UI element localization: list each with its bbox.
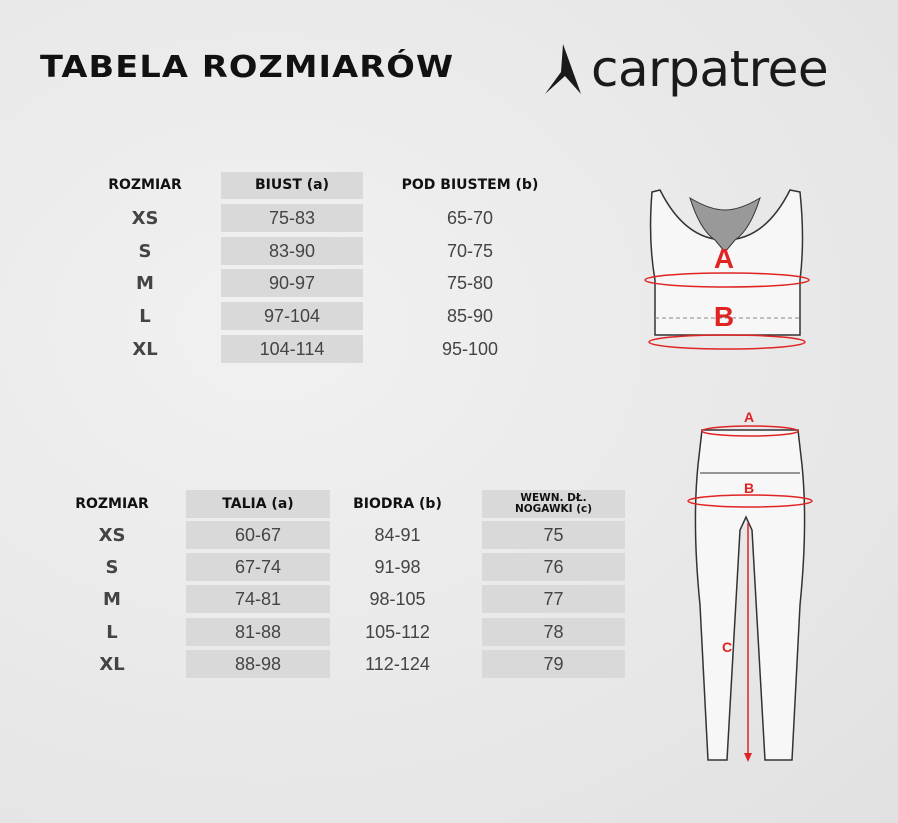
measure-cell: 97-104 bbox=[221, 302, 363, 330]
measure-cell: 76 bbox=[482, 553, 625, 581]
brand-logo: carpatree bbox=[543, 40, 829, 98]
measure-cell: 77 bbox=[482, 585, 625, 613]
measure-cell: 91-98 bbox=[374, 556, 421, 577]
size-label: M bbox=[136, 272, 154, 294]
size-label: XS bbox=[131, 207, 159, 229]
column-header: POD BIUSTEM (b) bbox=[401, 177, 539, 193]
size-label: XS bbox=[98, 524, 126, 546]
label-c: C bbox=[722, 639, 732, 655]
measure-cell: 75-80 bbox=[446, 272, 494, 293]
measure-cell: 79 bbox=[482, 650, 625, 678]
label-b: B bbox=[714, 301, 734, 332]
measure-cell: 88-98 bbox=[186, 650, 330, 678]
sports-bra-illustration: A B bbox=[644, 189, 810, 350]
measure-cell: 104-114 bbox=[221, 335, 363, 363]
size-label: S bbox=[105, 556, 119, 578]
label-b: B bbox=[744, 480, 754, 496]
measure-cell: 112-124 bbox=[365, 653, 430, 674]
measure-cell: 95-100 bbox=[441, 338, 499, 359]
label-a: A bbox=[744, 409, 754, 425]
measure-cell: 98-105 bbox=[369, 588, 426, 609]
size-label: M bbox=[103, 588, 121, 610]
measure-cell: 85-90 bbox=[446, 305, 494, 326]
size-label: S bbox=[138, 240, 152, 262]
leggings-illustration: A B C bbox=[687, 409, 813, 762]
measure-cell: 83-90 bbox=[221, 237, 363, 265]
measure-cell: 67-74 bbox=[186, 553, 330, 581]
measure-cell: 78 bbox=[482, 618, 625, 646]
column-header: BIODRA (b) bbox=[353, 496, 442, 512]
column-header: ROZMIAR bbox=[108, 177, 182, 193]
measure-cell: 105-112 bbox=[365, 621, 430, 642]
measure-cell: 74-81 bbox=[186, 585, 330, 613]
column-header: BIUST (a) bbox=[221, 172, 363, 199]
column-header: TALIA (a) bbox=[186, 490, 330, 518]
size-label: XL bbox=[99, 653, 125, 675]
mountain-logo-icon bbox=[545, 44, 581, 94]
column-header: WEWN. DŁ. NOGAWKI (c) bbox=[482, 490, 625, 518]
label-a: A bbox=[714, 243, 734, 274]
measure-cell: 84-91 bbox=[374, 524, 421, 545]
bust-measure-line bbox=[644, 272, 810, 288]
size-label: L bbox=[106, 621, 118, 643]
size-label: L bbox=[139, 305, 151, 327]
measure-cell: 65-70 bbox=[446, 207, 494, 228]
measure-cell: 70-75 bbox=[446, 240, 494, 261]
column-header: ROZMIAR bbox=[75, 496, 149, 512]
measure-cell: 81-88 bbox=[186, 618, 330, 646]
measure-cell: 90-97 bbox=[221, 269, 363, 297]
measure-cell: 75 bbox=[482, 521, 625, 549]
measure-cell: 60-67 bbox=[186, 521, 330, 549]
size-label: XL bbox=[132, 338, 158, 360]
measure-cell: 75-83 bbox=[221, 204, 363, 232]
page-title: TABELA ROZMIARÓW bbox=[40, 50, 455, 85]
underbust-measure-line bbox=[648, 334, 806, 350]
brand-name: carpatree bbox=[591, 40, 829, 98]
